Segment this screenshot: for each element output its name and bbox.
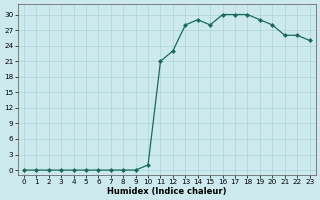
X-axis label: Humidex (Indice chaleur): Humidex (Indice chaleur) <box>107 187 227 196</box>
